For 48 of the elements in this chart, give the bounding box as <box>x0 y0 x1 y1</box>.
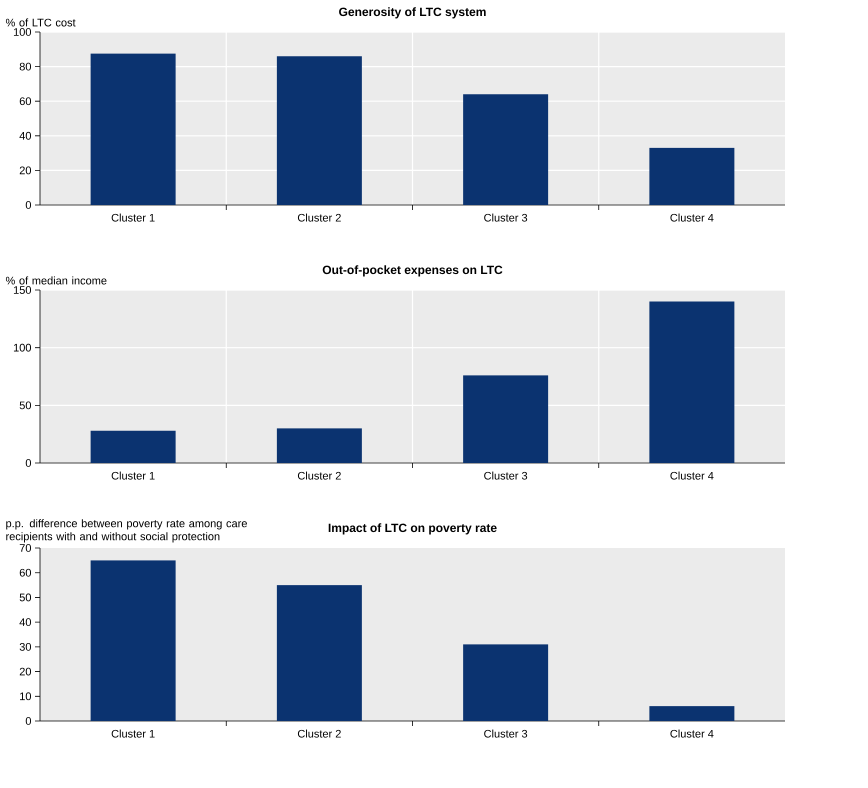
bar <box>649 148 734 206</box>
bar <box>90 430 176 464</box>
y-tick-label: 20 <box>20 668 32 676</box>
bar <box>276 428 362 464</box>
bar <box>90 54 176 206</box>
bar <box>649 706 734 722</box>
chart-title: Impact of LTC on poverty rate <box>328 523 497 534</box>
bar <box>463 644 548 722</box>
y-tick-label: 80 <box>20 62 32 70</box>
y-tick-label: 0 <box>26 717 32 725</box>
chart-title: Out-of-pocket expenses on LTC <box>322 265 502 276</box>
x-tick-label: Cluster 1 <box>112 214 155 222</box>
y-tick-label: 30 <box>20 642 32 651</box>
x-tick-label: Cluster 2 <box>298 730 341 738</box>
y-tick-label: 100 <box>14 344 32 352</box>
y-tick-label: 10 <box>20 692 32 700</box>
y-tick-label: 70 <box>20 544 32 552</box>
x-tick-label: Cluster 4 <box>670 472 714 480</box>
x-tick-label: Cluster 2 <box>298 214 341 222</box>
y-tick-label: 40 <box>19 132 32 140</box>
y-tick-label: 40 <box>19 618 32 626</box>
y-axis-title: % of median income <box>6 276 107 284</box>
x-tick-label: Cluster 1 <box>112 472 155 480</box>
chart-title: Generosity of LTC system <box>339 7 486 18</box>
bar <box>90 560 176 722</box>
y-axis-title: p.p. difference between poverty rate among care recipients with and without social protection <box>6 519 247 542</box>
x-tick-label: Cluster 4 <box>670 214 714 222</box>
x-tick-label: Cluster 3 <box>484 214 528 222</box>
y-tick-label: 50 <box>20 594 32 602</box>
y-tick-label: 60 <box>20 568 32 577</box>
y-tick-label: 60 <box>20 97 32 106</box>
bar <box>463 375 548 464</box>
y-tick-label: 100 <box>14 28 32 36</box>
bar <box>276 585 362 722</box>
y-tick-label: 0 <box>26 201 32 209</box>
bar <box>276 56 362 206</box>
x-tick-label: Cluster 4 <box>670 730 714 738</box>
x-tick-label: Cluster 3 <box>484 730 528 738</box>
y-tick-label: 0 <box>26 459 32 467</box>
bar <box>649 302 734 464</box>
bar <box>463 94 548 206</box>
y-tick-label: 50 <box>20 401 32 410</box>
x-tick-label: Cluster 3 <box>484 472 528 480</box>
y-tick-label: 20 <box>20 166 32 174</box>
x-tick-label: Cluster 1 <box>112 730 155 738</box>
y-axis-title: % of LTC cost <box>6 18 76 26</box>
y-tick-label: 150 <box>14 286 32 294</box>
x-tick-label: Cluster 2 <box>298 472 341 480</box>
